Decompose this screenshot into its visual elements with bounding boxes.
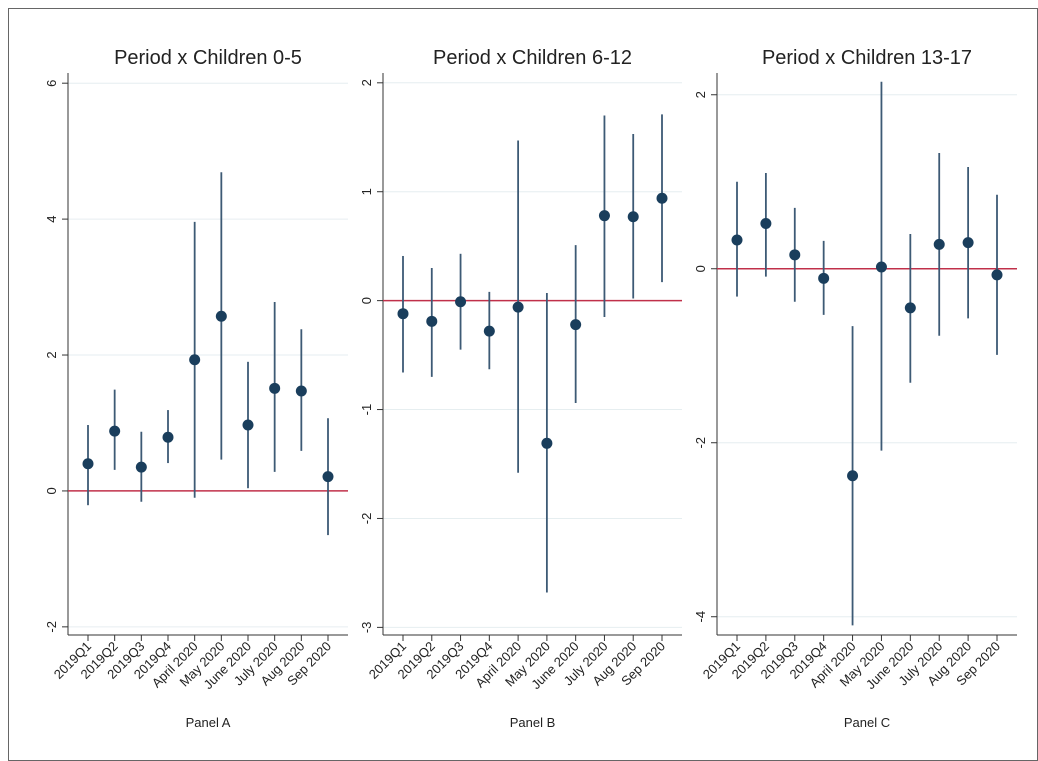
point <box>397 308 409 320</box>
point <box>875 261 887 273</box>
x-axis-label: Panel C <box>844 715 890 730</box>
point <box>269 382 281 394</box>
y-tick-label: 1 <box>359 188 374 195</box>
point <box>760 218 772 230</box>
point <box>162 431 174 443</box>
point <box>483 325 495 337</box>
point <box>189 354 201 366</box>
panel-title: Period x Children 13-17 <box>762 47 972 69</box>
point <box>627 211 639 223</box>
point <box>904 302 916 314</box>
point <box>789 249 801 261</box>
panel-title: Period x Children 0-5 <box>114 47 302 69</box>
point <box>991 269 1003 281</box>
point <box>847 470 859 482</box>
point <box>598 210 610 222</box>
point <box>570 319 582 331</box>
x-axis-label: Panel B <box>510 715 556 730</box>
point <box>426 315 438 327</box>
y-tick-label: 2 <box>693 91 708 98</box>
point <box>818 272 830 284</box>
panel-title: Period x Children 6-12 <box>433 47 632 69</box>
y-tick-label: -2 <box>359 513 374 525</box>
y-tick-label: -3 <box>359 622 374 634</box>
y-tick-label: 0 <box>693 265 708 272</box>
point <box>109 425 121 437</box>
y-tick-label: 0 <box>359 297 374 304</box>
point <box>295 385 307 397</box>
x-axis-label: Panel A <box>186 715 231 730</box>
point <box>455 296 467 308</box>
y-tick-label: -1 <box>359 404 374 416</box>
point <box>731 234 743 246</box>
y-tick-label: -2 <box>44 621 59 633</box>
point <box>512 301 524 313</box>
point <box>933 238 945 250</box>
point <box>656 192 668 204</box>
y-tick-label: 2 <box>359 79 374 86</box>
y-tick-label: -2 <box>693 437 708 449</box>
y-tick-label: 6 <box>44 80 59 87</box>
point <box>215 310 227 322</box>
point <box>322 471 334 483</box>
point <box>541 437 553 449</box>
y-tick-label: 0 <box>44 487 59 494</box>
point <box>82 458 94 470</box>
y-tick-label: 2 <box>44 351 59 358</box>
point <box>242 419 254 431</box>
point <box>135 461 147 473</box>
point <box>962 237 974 249</box>
y-tick-label: -4 <box>693 611 708 623</box>
y-tick-label: 4 <box>44 215 59 222</box>
